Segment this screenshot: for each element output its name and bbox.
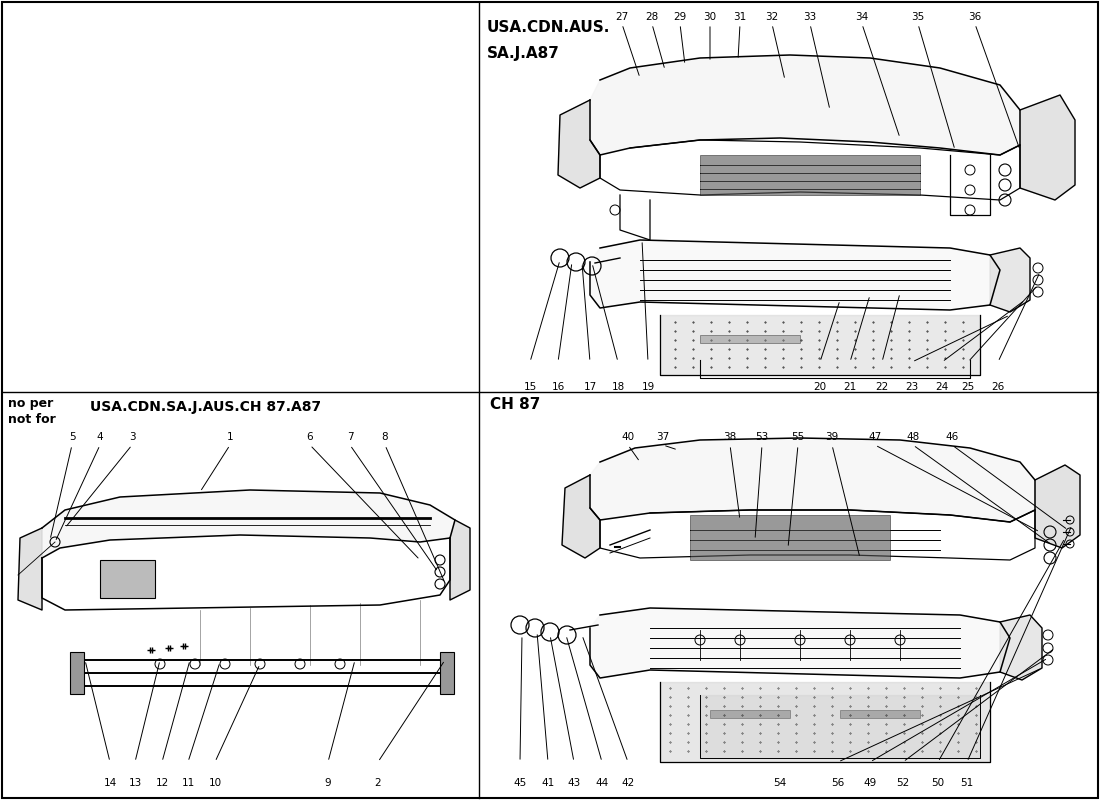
Text: 30: 30 <box>703 12 716 22</box>
Bar <box>440 652 454 694</box>
Text: 4: 4 <box>97 432 103 442</box>
Text: 16: 16 <box>551 382 564 392</box>
Polygon shape <box>42 490 455 558</box>
Text: 49: 49 <box>864 778 877 788</box>
Text: 13: 13 <box>129 778 142 788</box>
Text: 6: 6 <box>307 432 314 442</box>
Polygon shape <box>18 528 42 610</box>
Text: 18: 18 <box>612 382 625 392</box>
Text: 17: 17 <box>583 382 596 392</box>
Text: no per: no per <box>8 397 53 410</box>
Text: 34: 34 <box>856 12 869 22</box>
Text: not for: not for <box>8 413 56 426</box>
Text: 20: 20 <box>813 382 826 392</box>
Text: 35: 35 <box>912 12 925 22</box>
Polygon shape <box>590 240 1000 310</box>
Text: SA.J.A87: SA.J.A87 <box>487 46 560 61</box>
Bar <box>690 515 890 560</box>
Bar <box>100 560 155 598</box>
Text: 11: 11 <box>182 778 195 788</box>
Text: 5: 5 <box>68 432 75 442</box>
Text: 2: 2 <box>375 778 382 788</box>
Text: 24: 24 <box>935 382 948 392</box>
Polygon shape <box>558 100 600 188</box>
Text: 47: 47 <box>868 432 881 442</box>
Text: 39: 39 <box>825 432 838 442</box>
Bar <box>710 710 790 718</box>
Text: 26: 26 <box>991 382 1004 392</box>
Text: 25: 25 <box>961 382 975 392</box>
Text: 53: 53 <box>756 432 769 442</box>
Text: 41: 41 <box>541 778 554 788</box>
Text: 38: 38 <box>724 432 737 442</box>
Text: 55: 55 <box>791 432 804 442</box>
Text: 51: 51 <box>960 778 974 788</box>
Polygon shape <box>450 520 470 600</box>
Polygon shape <box>700 695 980 758</box>
Text: 23: 23 <box>905 382 918 392</box>
Text: 19: 19 <box>641 382 654 392</box>
Text: 9: 9 <box>324 778 331 788</box>
Text: 8: 8 <box>382 432 388 442</box>
Text: 22: 22 <box>876 382 889 392</box>
Text: 43: 43 <box>568 778 581 788</box>
Polygon shape <box>1020 95 1075 200</box>
Text: 37: 37 <box>657 432 670 442</box>
Text: 56: 56 <box>832 778 845 788</box>
Text: 54: 54 <box>773 778 786 788</box>
Text: 1: 1 <box>227 432 233 442</box>
Text: 46: 46 <box>945 432 958 442</box>
Bar <box>700 155 920 195</box>
Polygon shape <box>590 608 1010 678</box>
Text: 42: 42 <box>621 778 635 788</box>
Polygon shape <box>590 438 1035 522</box>
Text: 14: 14 <box>103 778 117 788</box>
Text: 21: 21 <box>844 382 857 392</box>
Text: 32: 32 <box>766 12 779 22</box>
Text: 3: 3 <box>129 432 135 442</box>
Text: 52: 52 <box>896 778 910 788</box>
Polygon shape <box>1035 465 1080 548</box>
Text: USA.CDN.AUS.: USA.CDN.AUS. <box>487 20 610 35</box>
Text: 45: 45 <box>514 778 527 788</box>
Text: 40: 40 <box>621 432 635 442</box>
Text: 44: 44 <box>595 778 608 788</box>
Polygon shape <box>660 315 980 375</box>
Text: 15: 15 <box>524 382 537 392</box>
Polygon shape <box>1000 615 1042 680</box>
Bar <box>840 710 920 718</box>
Text: 10: 10 <box>208 778 221 788</box>
Text: 12: 12 <box>155 778 168 788</box>
Bar <box>700 335 800 343</box>
Text: USA.CDN.SA.J.AUS.CH 87.A87: USA.CDN.SA.J.AUS.CH 87.A87 <box>90 400 321 414</box>
Text: 33: 33 <box>803 12 816 22</box>
Text: 48: 48 <box>906 432 920 442</box>
Text: 36: 36 <box>968 12 981 22</box>
Polygon shape <box>562 475 600 558</box>
Bar <box>70 652 84 694</box>
Text: 29: 29 <box>673 12 686 22</box>
Text: 28: 28 <box>646 12 659 22</box>
Text: 7: 7 <box>346 432 353 442</box>
Text: 50: 50 <box>932 778 945 788</box>
Text: 31: 31 <box>734 12 747 22</box>
Polygon shape <box>990 248 1030 312</box>
Polygon shape <box>660 682 990 762</box>
Polygon shape <box>590 55 1020 155</box>
Text: 27: 27 <box>615 12 628 22</box>
Text: CH 87: CH 87 <box>490 397 540 412</box>
